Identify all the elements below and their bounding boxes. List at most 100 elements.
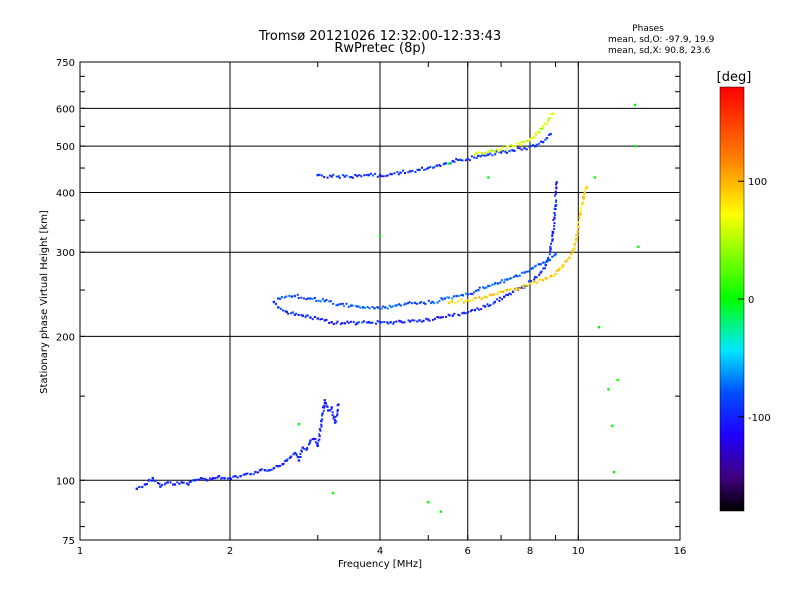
trace-dot	[442, 316, 445, 319]
trace-dot	[294, 452, 297, 455]
trace-dot	[433, 302, 436, 305]
trace-dot	[266, 469, 269, 472]
data-point	[487, 150, 490, 153]
trace-dot	[368, 307, 371, 310]
data-point	[427, 318, 430, 321]
data-point	[143, 483, 147, 486]
data-point	[399, 320, 402, 323]
data-point	[435, 164, 438, 167]
trace-dot	[520, 144, 523, 146]
trace-dot	[421, 166, 423, 169]
trace-dot	[418, 302, 421, 305]
trace-dot	[450, 300, 453, 303]
trace-dot	[189, 480, 192, 483]
trace-dot	[380, 321, 383, 324]
trace-dot	[551, 238, 554, 241]
colorbar-ticks: 100 0 -100	[738, 177, 771, 424]
trace-dot	[527, 270, 530, 273]
trace-dot	[464, 292, 467, 295]
trace-dot	[308, 442, 311, 444]
trace-dot	[510, 288, 513, 291]
trace-dot	[321, 414, 324, 417]
data-point	[534, 145, 537, 148]
trace-dot	[505, 145, 508, 148]
trace-dot	[531, 281, 534, 284]
trace-dot	[391, 305, 394, 308]
trace-dot	[462, 301, 465, 304]
trace-dot	[458, 314, 461, 317]
trace-dot	[518, 287, 521, 290]
trace-dot	[555, 192, 557, 195]
data-point	[409, 170, 412, 173]
trace-dot	[328, 321, 331, 324]
trace-dot	[337, 175, 340, 178]
x-tick-label: 6	[465, 546, 471, 557]
trace-dot	[513, 149, 516, 152]
trace-dot	[275, 464, 278, 467]
data-point	[431, 300, 434, 304]
data-point	[323, 399, 326, 402]
trace-dot	[484, 151, 487, 154]
trace-dot	[354, 323, 357, 326]
trace-dot	[494, 153, 497, 156]
trace-dot	[469, 300, 471, 303]
trace-dot	[296, 456, 299, 459]
trace-dot	[279, 464, 281, 467]
trace-dot	[300, 450, 303, 453]
trace-dot	[497, 291, 500, 293]
trace-dot	[532, 144, 535, 147]
data-point	[343, 322, 346, 325]
data-point	[487, 284, 490, 288]
trace-dot	[432, 318, 434, 321]
trace-dot	[548, 276, 551, 279]
data-point	[367, 173, 371, 177]
trace-dot	[416, 168, 419, 171]
trace-dot	[467, 311, 470, 314]
data-point	[389, 172, 392, 176]
trace-dot	[306, 447, 309, 450]
trace-dot	[510, 144, 513, 147]
data-point	[151, 477, 154, 480]
data-point	[187, 483, 190, 486]
trace-dot	[473, 291, 476, 294]
trace-dot	[339, 323, 342, 326]
trace-dot	[537, 142, 540, 145]
trace-dot	[408, 301, 411, 304]
trace-dot	[505, 151, 508, 154]
trace-dot	[475, 297, 477, 300]
trace-dot	[300, 314, 303, 317]
trace-dot	[500, 279, 503, 282]
data-point	[427, 166, 430, 170]
trace-dot	[535, 264, 537, 267]
trace-dot	[553, 224, 556, 227]
trace-dot	[525, 148, 528, 151]
data-point	[439, 510, 443, 513]
trace-dot	[428, 319, 431, 322]
data-point	[293, 313, 297, 316]
trace-dot	[486, 303, 489, 306]
trace-dot	[492, 149, 494, 152]
trace-dot	[448, 296, 451, 299]
trace-dot	[520, 271, 523, 274]
trace-dot	[150, 479, 153, 482]
data-point	[330, 175, 333, 178]
data-point	[528, 282, 532, 285]
trace-dot	[169, 481, 172, 484]
trace-dot	[529, 137, 532, 140]
trace-dot	[362, 320, 365, 323]
trace-dot	[460, 298, 463, 301]
trace-dot	[429, 165, 432, 168]
trace-dot	[306, 314, 309, 317]
trace-dot	[439, 165, 442, 167]
trace-dot	[546, 123, 549, 126]
trace-dot	[210, 478, 213, 481]
trace-dot	[510, 149, 513, 152]
data-point	[483, 295, 487, 298]
trace-dot	[287, 312, 290, 315]
data-point	[367, 321, 371, 324]
trace-dot	[544, 122, 547, 125]
trace-dot	[525, 270, 528, 273]
trace-dot	[553, 227, 556, 230]
trace-dot	[453, 295, 455, 298]
